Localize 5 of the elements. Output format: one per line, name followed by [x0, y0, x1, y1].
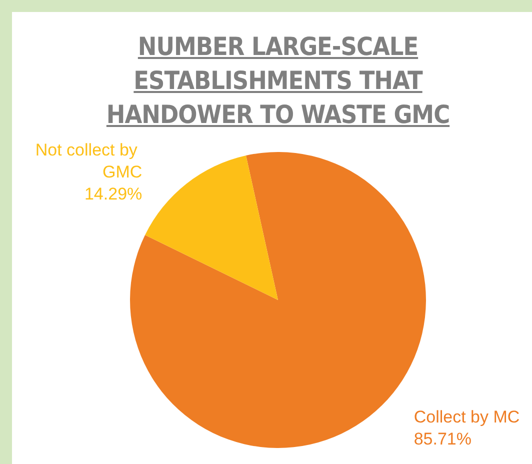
data-label: 14.29%: [84, 184, 142, 204]
slice-label: Not collect by GMC: [35, 140, 142, 182]
data-label: 85.71%: [414, 430, 472, 449]
slice-label: Collect by MC: [414, 408, 520, 427]
chart-title: NUMBER LARGE-SCALE ESTABLISHMENTS THAT HANDOWER TO WASTE GMC: [105, 31, 451, 131]
